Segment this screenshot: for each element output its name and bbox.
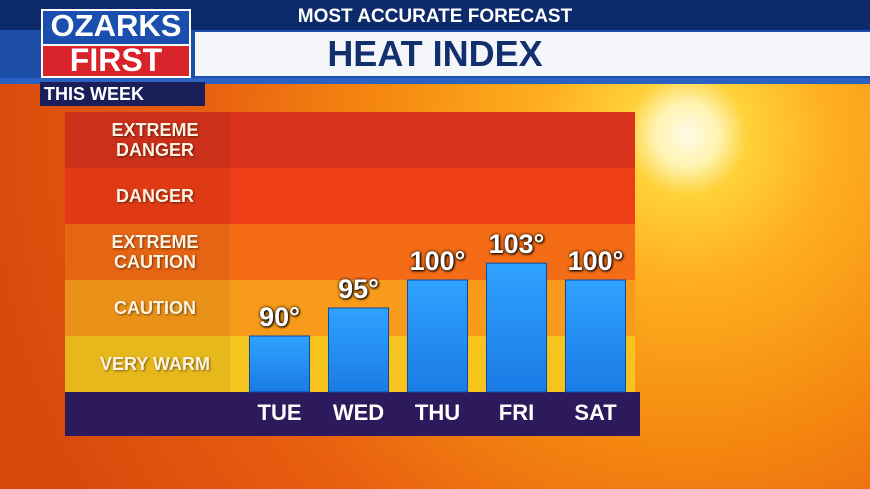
value-label: 90° — [259, 302, 300, 332]
band-label-cell — [65, 280, 230, 337]
band-label: EXTREME CAUTION — [111, 232, 199, 272]
logo-bottom: FIRST — [69, 42, 163, 78]
logo-bottom-box — [41, 44, 191, 78]
bar — [564, 279, 627, 393]
x-tick-label: SAT — [574, 400, 617, 425]
band-label-cell — [65, 168, 230, 225]
title-panel — [195, 32, 870, 76]
bar — [248, 335, 311, 393]
kicker: MOST ACCURATE FORECAST — [297, 6, 573, 27]
day-strip — [65, 392, 640, 436]
x-tick-label: THU — [414, 400, 461, 425]
header-rule — [0, 78, 870, 84]
band-label-cell — [65, 336, 230, 393]
band-label: EXTREME DANGER — [111, 120, 199, 160]
band-label-cell — [65, 112, 230, 169]
subtitle-strip — [40, 82, 205, 106]
bar — [485, 262, 548, 393]
band — [65, 112, 635, 169]
band-label-cell — [65, 224, 230, 281]
subtitle: THIS WEEK — [44, 84, 145, 104]
logo-top: OZARKS — [50, 8, 182, 43]
x-tick-label: TUE — [257, 400, 302, 425]
value-label: 100° — [567, 246, 624, 276]
title: HEAT INDEX — [327, 33, 543, 74]
x-tick-label: WED — [332, 400, 385, 425]
value-label: 95° — [338, 274, 379, 304]
bar — [406, 279, 469, 393]
bar — [327, 307, 390, 393]
plot — [65, 112, 640, 436]
value-label: 100° — [409, 246, 466, 276]
band-label: CAUTION — [114, 298, 196, 318]
value-label: 103° — [488, 229, 545, 260]
band-label: DANGER — [115, 186, 194, 206]
band-label: VERY WARM — [100, 354, 211, 374]
band — [65, 168, 635, 225]
x-tick-label: FRI — [498, 400, 535, 425]
